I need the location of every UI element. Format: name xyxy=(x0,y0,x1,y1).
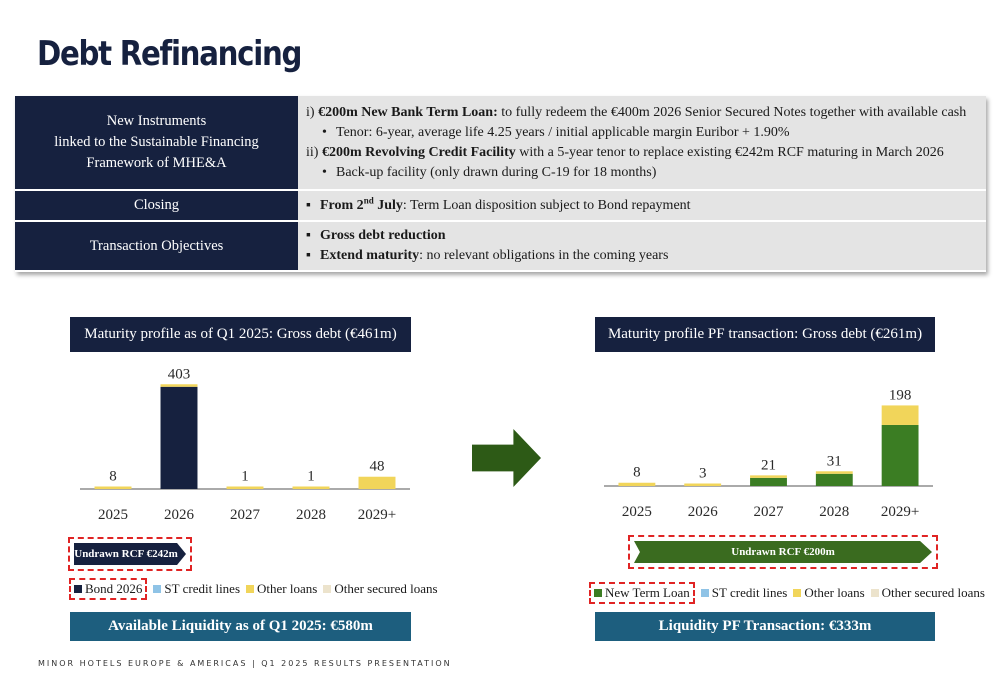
label-line: Framework of MHE&A xyxy=(86,155,227,171)
table-row-objectives: Transaction Objectives Gross debt reduct… xyxy=(15,221,986,272)
label-line: New Instruments xyxy=(106,113,207,129)
instrument-detail-backup: Back-up facility (only drawn during C-19… xyxy=(306,163,978,183)
bar-segment-new-term-loan xyxy=(815,473,853,486)
data-label: 48 xyxy=(370,459,385,475)
bar-segment-other-loans xyxy=(358,476,396,489)
data-label: 1 xyxy=(241,469,249,485)
data-label: 3 xyxy=(699,466,707,482)
bar-segment-other-loans xyxy=(881,405,919,425)
x-tick-label: 2029+ xyxy=(358,507,396,523)
legend-new-term-loan: New Term Loan xyxy=(589,582,695,604)
page-title: Debt Refinancing xyxy=(37,34,302,74)
row-value-closing: From 2nd July: Term Loan disposition sub… xyxy=(298,190,986,222)
data-label: 8 xyxy=(109,469,117,485)
x-tick-label: 2028 xyxy=(819,504,849,520)
bar-segment-other-loans xyxy=(226,486,264,489)
legend-other-loans: Other loans xyxy=(246,581,317,597)
bar-segment-new-term-loan xyxy=(881,424,919,486)
row-label-closing: Closing xyxy=(15,190,298,222)
right-chart-title: Maturity profile PF transaction: Gross d… xyxy=(595,317,935,352)
legend-other-secured-loans: Other secured loans xyxy=(323,581,438,597)
row-value-new-instruments: i) €200m New Bank Term Loan: to fully re… xyxy=(298,96,986,191)
bar-segment-other-loans xyxy=(684,483,722,486)
transition-arrow-icon xyxy=(472,429,541,487)
objective-item: Extend maturity: no relevant obligations… xyxy=(306,246,978,266)
undrawn-rcf-arrow: Undrawn RCF €242m xyxy=(74,543,186,565)
label-line: linked to the Sustainable Financing xyxy=(54,134,259,150)
legend-st-credit-lines: ST credit lines xyxy=(700,585,787,601)
bar-segment-new-term-loan xyxy=(750,477,787,486)
x-tick-label: 2025 xyxy=(622,504,652,520)
table-row-closing: Closing From 2nd July: Term Loan disposi… xyxy=(15,190,986,222)
x-tick-label: 2029+ xyxy=(881,504,919,520)
bar-segment-other-loans xyxy=(292,486,330,489)
bar-segment-other-loans xyxy=(618,482,656,486)
data-label: 403 xyxy=(168,366,191,382)
bar-segment-bond-2026 xyxy=(160,386,198,489)
instrument-detail-tenor: Tenor: 6-year, average life 4.25 years /… xyxy=(306,123,978,143)
left-chart-title: Maturity profile as of Q1 2025: Gross de… xyxy=(70,317,411,352)
instrument-line-rcf: ii) €200m Revolving Credit Facility with… xyxy=(306,144,944,160)
right-rcf-highlight: Undrawn RCF €200m xyxy=(628,535,938,569)
x-tick-label: 2025 xyxy=(98,507,128,523)
row-value-objectives: Gross debt reduction Extend maturity: no… xyxy=(298,221,986,272)
data-label: 31 xyxy=(827,453,842,469)
row-label-new-instruments: New Instruments linked to the Sustainabl… xyxy=(15,96,298,191)
right-legend: New Term Loan ST credit lines Other loan… xyxy=(589,582,991,604)
left-maturity-chart: 8 2025 403 2026 1 2027 1 2028 48 2029+ xyxy=(80,366,410,523)
x-tick-label: 2027 xyxy=(230,507,261,523)
x-tick-label: 2028 xyxy=(296,507,326,523)
bar-segment-other-loans xyxy=(94,486,132,489)
right-maturity-chart: 8 2025 3 2026 21 2027 31 2028 198 2029+ xyxy=(604,387,933,520)
x-tick-label: 2026 xyxy=(164,507,195,523)
data-label: 21 xyxy=(761,457,776,473)
legend-bond-2026: Bond 2026 xyxy=(69,578,148,600)
legend-st-credit-lines: ST credit lines xyxy=(153,581,240,597)
legend-other-secured-loans: Other secured loans xyxy=(870,585,985,601)
data-label: 8 xyxy=(633,465,641,481)
footer-text: MINOR HOTELS EUROPE & AMERICAS | Q1 2025… xyxy=(38,659,452,668)
data-label: 198 xyxy=(889,387,912,403)
left-liquidity-bar: Available Liquidity as of Q1 2025: €580m xyxy=(70,612,411,641)
legend-other-loans: Other loans xyxy=(793,585,865,601)
instrument-line-term-loan: i) €200m New Bank Term Loan: to fully re… xyxy=(306,104,967,120)
bar-segment-other-loans xyxy=(750,475,787,478)
bar-segment-other-loans xyxy=(815,471,853,474)
x-tick-label: 2027 xyxy=(754,504,785,520)
data-label: 1 xyxy=(307,469,315,485)
left-rcf-highlight: Undrawn RCF €242m xyxy=(68,537,192,571)
right-liquidity-bar: Liquidity PF Transaction: €333m xyxy=(595,612,935,641)
x-tick-label: 2026 xyxy=(688,504,719,520)
objective-item: Gross debt reduction xyxy=(306,226,978,246)
row-label-objectives: Transaction Objectives xyxy=(15,221,298,272)
table-row-new-instruments: New Instruments linked to the Sustainabl… xyxy=(15,96,986,191)
bar-segment-other-loans xyxy=(160,384,198,387)
info-table: New Instruments linked to the Sustainabl… xyxy=(15,96,986,272)
undrawn-rcf-arrow: Undrawn RCF €200m xyxy=(634,541,932,563)
left-legend: Bond 2026 ST credit lines Other loans Ot… xyxy=(69,578,444,600)
